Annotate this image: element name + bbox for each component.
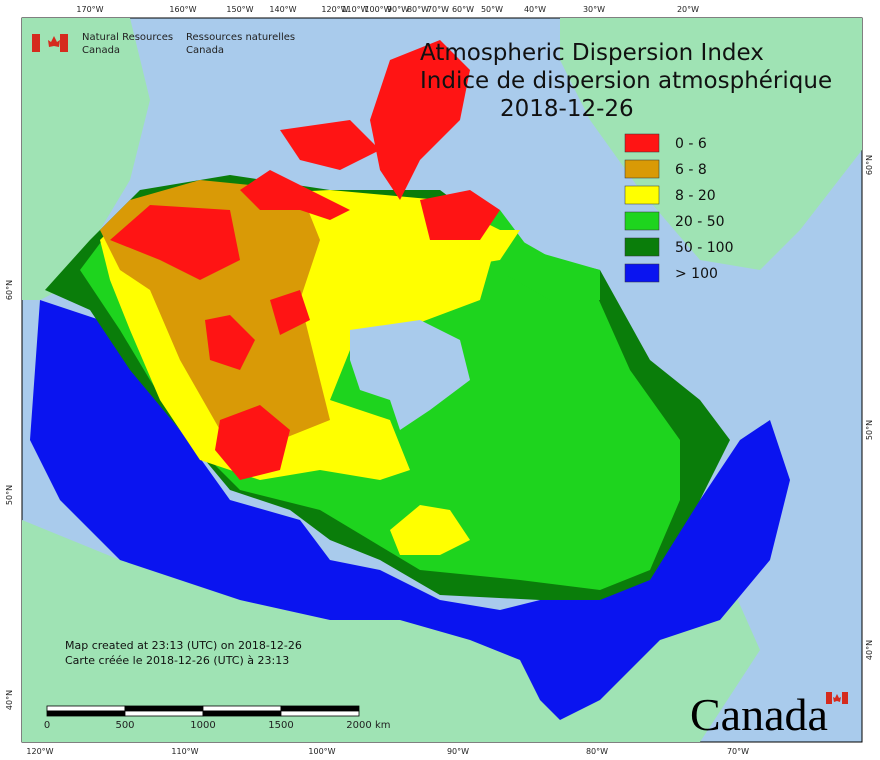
longitude-label: 100°W: [308, 747, 335, 756]
longitude-label: 110°W: [341, 5, 368, 14]
longitude-label: 170°W: [76, 5, 103, 14]
scale-bar: 0 500 1000 1500 2000 km: [44, 705, 391, 731]
latitude-label: 60°N: [865, 155, 874, 175]
legend: 0 - 6 6 - 8 8 - 20 20 - 50 50 - 100 > 100: [624, 133, 734, 283]
longitude-label: 20°W: [677, 5, 699, 14]
legend-swatch: [624, 263, 660, 283]
legend-label: 8 - 20: [675, 188, 716, 204]
longitude-label: 90°W: [387, 5, 409, 14]
note: Map created at 23:13 (UTC) on 2018-12-26: [65, 639, 302, 652]
scale-segment: [124, 710, 204, 717]
longitude-label: 40°W: [524, 5, 546, 14]
longitude-label: 70°W: [727, 747, 749, 756]
longitude-label: 110°W: [171, 747, 198, 756]
title-date: 2018-12-26: [500, 96, 634, 122]
legend-swatch: [624, 237, 660, 257]
longitude-label: 80°W: [407, 5, 429, 14]
scale-segment: [280, 710, 360, 717]
legend-swatch: [624, 211, 660, 231]
dispersion-zones: [30, 40, 790, 720]
legend-label: 50 - 100: [675, 240, 734, 256]
agency-fr: Ressources naturelles: [186, 32, 295, 43]
agency-en: Canada: [82, 45, 120, 56]
wordmark: Canada: [690, 689, 848, 740]
longitude-label: 70°W: [427, 5, 449, 14]
longitude-label: 100°W: [364, 5, 391, 14]
longitude-label: 60°W: [452, 5, 474, 14]
wordmark-text: Canada: [690, 689, 828, 740]
longitude-label: 50°W: [481, 5, 503, 14]
legend-swatch: [624, 185, 660, 205]
scale-segment: [202, 710, 282, 717]
scale-segment: [46, 710, 126, 717]
scale-tick-label: 2000: [346, 720, 371, 731]
legend-label: 20 - 50: [675, 214, 725, 230]
legend-swatch: [624, 133, 660, 153]
graticule: 170°W 160°W 150°W 140°W 120°W110°W100°W90°W8…: [5, 5, 874, 756]
scale-segment: [202, 705, 282, 712]
agency-signature: Natural Resources Canada Ressources natu…: [32, 32, 295, 56]
legend-label: > 100: [675, 266, 718, 282]
title-fr: Indice de dispersion atmosphérique: [420, 68, 832, 94]
latitude-label: 50°N: [865, 420, 874, 440]
title-en: Atmospheric Dispersion Index: [420, 40, 764, 66]
longitude-label: 150°W: [226, 5, 253, 14]
longitude-label: 30°W: [583, 5, 605, 14]
agency-fr: Canada: [186, 45, 224, 56]
scale-tick-label: 1000: [190, 720, 215, 731]
legend-swatch: [624, 159, 660, 179]
latitude-label: 60°N: [5, 280, 14, 300]
scale-tick-label: 1500: [268, 720, 293, 731]
legend-label: 6 - 8: [675, 162, 707, 178]
longitude-label: 160°W: [169, 5, 196, 14]
note: Carte créée le 2018-12-26 (UTC) à 23:13: [65, 654, 289, 667]
longitude-label: 120°W: [321, 5, 348, 14]
scale-tick-label: 0: [44, 720, 50, 731]
legend-label: 0 - 6: [675, 136, 707, 152]
longitude-label: 90°W: [447, 747, 469, 756]
agency-en: Natural Resources: [82, 32, 173, 43]
scale-segment: [124, 705, 204, 712]
longitude-label: 80°W: [586, 747, 608, 756]
scale-unit: km: [375, 720, 391, 731]
longitude-label: 120°W: [26, 747, 53, 756]
scale-segment: [280, 705, 360, 712]
latitude-label: 40°N: [865, 640, 874, 660]
latitude-label: 40°N: [5, 690, 14, 710]
latitude-label: 50°N: [5, 485, 14, 505]
scale-segment: [46, 705, 126, 712]
scale-tick-label: 500: [115, 720, 134, 731]
longitude-label: 140°W: [269, 5, 296, 14]
